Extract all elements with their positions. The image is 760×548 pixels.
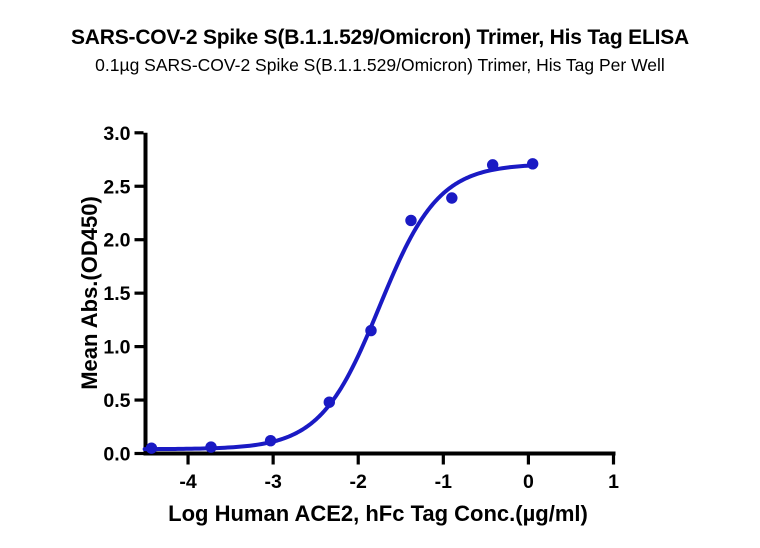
axis-ticks <box>134 131 616 465</box>
data-point <box>446 192 458 204</box>
y-tick-label: 1.0 <box>103 337 130 359</box>
data-point <box>323 396 335 408</box>
data-point <box>205 441 217 453</box>
axes <box>143 132 616 456</box>
x-tick-label: 0 <box>523 471 534 493</box>
y-tick-label: 3.0 <box>103 123 130 145</box>
y-tick-label: 2.0 <box>103 230 130 252</box>
fit-curve <box>142 163 535 452</box>
x-tick-label: 1 <box>608 471 619 493</box>
chart-subtitle: 0.1µg SARS-COV-2 Spike S(B.1.1.529/Omicr… <box>95 55 665 75</box>
y-axis-label: Mean Abs.(OD450) <box>77 196 102 390</box>
data-point <box>405 214 417 227</box>
y-tick-label: 1.5 <box>103 283 130 305</box>
x-tick-label: -4 <box>179 471 196 493</box>
series-group <box>142 158 539 454</box>
x-tick-label: -1 <box>435 471 452 493</box>
data-point <box>264 434 277 447</box>
axis-tick-labels: -4 -3 -2 -1 0 1 0.0 0.5 1.0 1.5 2.0 2.5 3.0 <box>103 123 619 493</box>
data-point <box>526 158 539 170</box>
data-point <box>145 442 158 454</box>
y-tick-label: 0.5 <box>103 390 130 412</box>
y-tick-label: 2.5 <box>103 176 130 198</box>
x-tick-label: -2 <box>350 471 367 493</box>
x-tick-label: -3 <box>264 471 281 493</box>
data-point <box>486 159 499 171</box>
chart-title: SARS-COV-2 Spike S(B.1.1.529/Omicron) Tr… <box>70 26 689 49</box>
x-axis-label: Log Human ACE2, hFc Tag Conc.(µg/ml) <box>168 501 588 526</box>
data-point <box>365 324 377 337</box>
y-tick-label: 0.0 <box>103 444 130 466</box>
